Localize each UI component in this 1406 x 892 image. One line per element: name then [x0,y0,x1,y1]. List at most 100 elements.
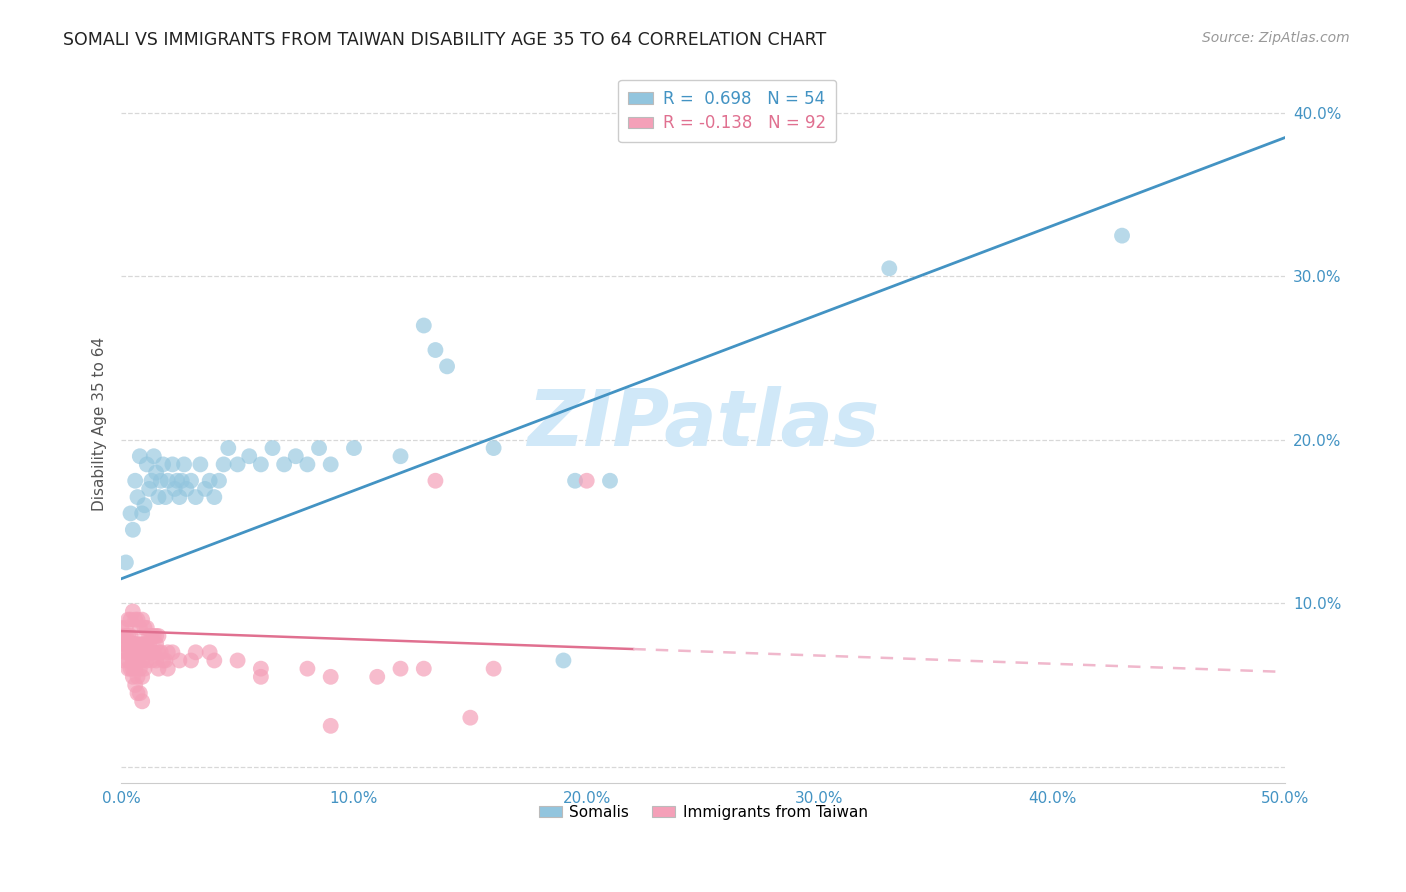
Point [284,449,307,463]
Point [127,490,149,504]
Point [127,670,149,684]
Point [121,662,143,676]
Point [877,261,900,276]
Point [115,621,138,635]
Point [135,621,157,635]
Point [319,458,342,472]
Point [202,653,225,667]
Point [273,458,295,472]
Point [115,645,138,659]
Point [124,637,146,651]
Point [134,621,156,635]
Point [124,662,146,676]
Point [169,653,191,667]
Point [155,653,177,667]
Point [112,653,135,667]
Point [117,637,139,651]
Point [250,670,273,684]
Point [564,474,586,488]
Point [297,662,319,676]
Point [127,653,149,667]
Point [121,523,143,537]
Point [117,645,139,659]
Point [319,719,342,733]
Point [135,637,157,651]
Point [115,629,138,643]
Point [460,711,482,725]
Point [131,613,153,627]
Point [128,686,150,700]
Point [124,474,146,488]
Point [134,498,156,512]
Point [145,653,167,667]
Point [135,653,157,667]
Point [127,686,149,700]
Point [389,662,412,676]
Point [124,678,146,692]
Point [131,653,153,667]
Point [198,645,221,659]
Point [124,653,146,667]
Point [120,662,142,676]
Point [117,629,139,643]
Point [425,474,447,488]
Point [131,637,153,651]
Point [120,629,142,643]
Point [138,645,160,659]
Point [127,637,149,651]
Point [121,670,143,684]
Point [166,474,188,488]
Point [149,474,172,488]
Point [115,637,138,651]
Point [117,662,139,676]
Point [127,613,149,627]
Point [117,613,139,627]
Point [148,645,170,659]
Point [156,474,179,488]
Point [124,645,146,659]
Point [170,474,193,488]
Point [120,637,142,651]
Point [366,670,388,684]
Point [412,318,434,333]
Point [176,482,198,496]
Point [142,645,165,659]
Y-axis label: Disability Age 35 to 64: Disability Age 35 to 64 [93,336,107,510]
Point [148,490,170,504]
Point [131,670,153,684]
Point [156,645,179,659]
Point [575,474,598,488]
Point [128,621,150,635]
Point [128,662,150,676]
Point [128,449,150,463]
Point [134,637,156,651]
Point [112,629,135,643]
Point [142,449,165,463]
Point [238,449,260,463]
Point [134,645,156,659]
Point [425,343,447,357]
Point [250,458,273,472]
Point [180,474,202,488]
Text: Source: ZipAtlas.com: Source: ZipAtlas.com [1202,31,1350,45]
Point [148,629,170,643]
Text: ZIPatlas: ZIPatlas [527,385,879,461]
Point [128,637,150,651]
Point [202,490,225,504]
Point [148,662,170,676]
Point [262,441,284,455]
Point [152,653,174,667]
Point [436,359,458,374]
Point [121,645,143,659]
Point [217,441,239,455]
Point [138,629,160,643]
Point [141,645,163,659]
Point [127,645,149,659]
Point [152,458,174,472]
Point [145,629,167,643]
Point [482,662,505,676]
Point [308,441,330,455]
Point [208,474,231,488]
Text: SOMALI VS IMMIGRANTS FROM TAIWAN DISABILITY AGE 35 TO 64 CORRELATION CHART: SOMALI VS IMMIGRANTS FROM TAIWAN DISABIL… [63,31,827,49]
Point [138,482,160,496]
